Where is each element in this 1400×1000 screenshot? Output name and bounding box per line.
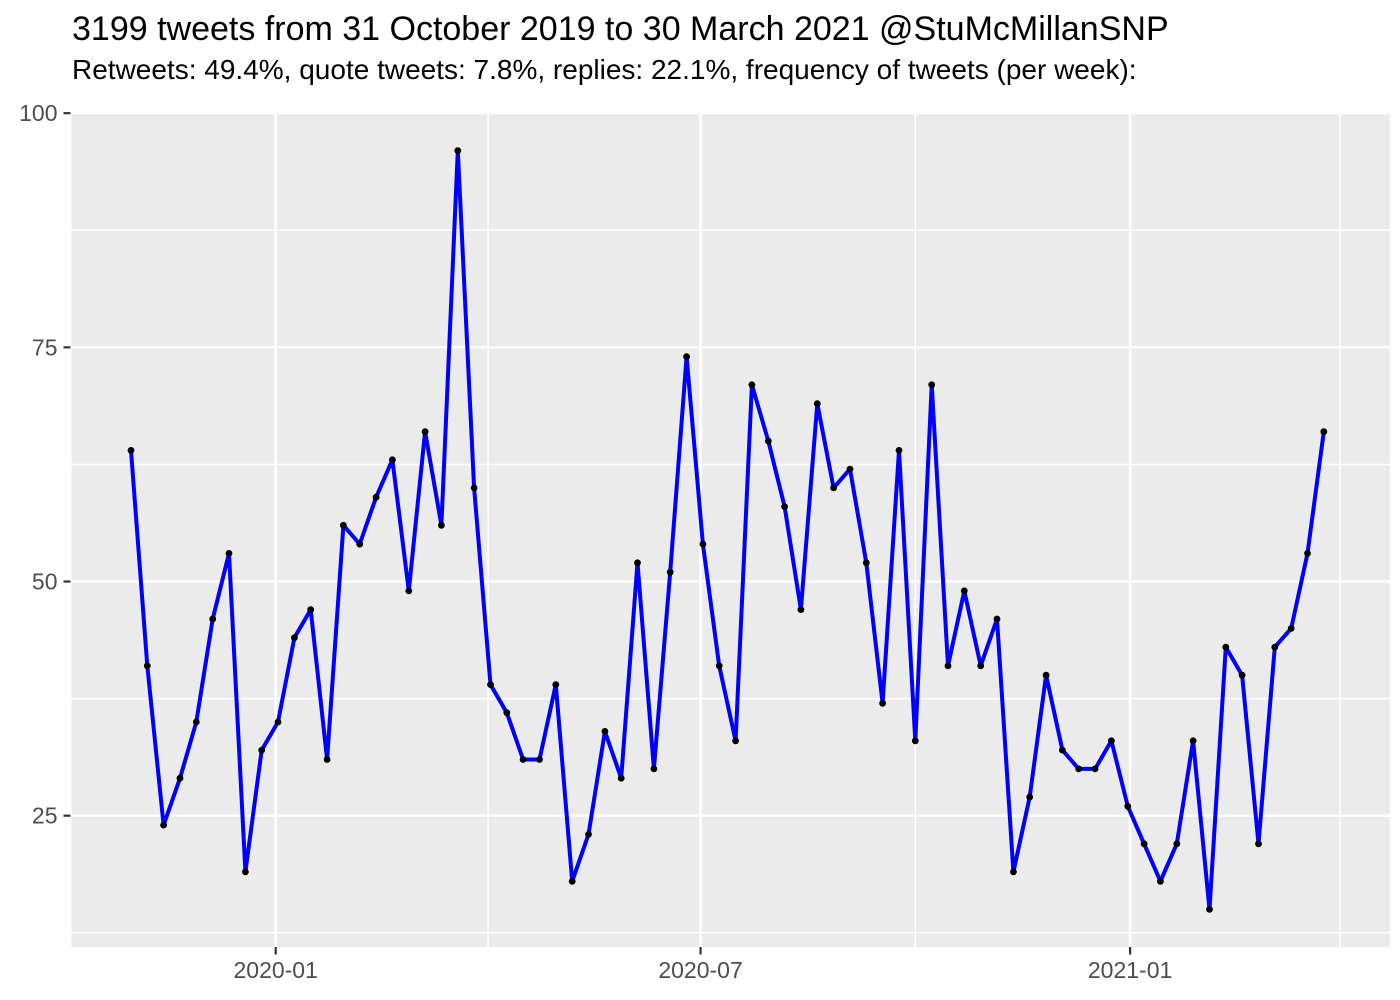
data-point bbox=[585, 831, 592, 838]
data-point bbox=[1108, 737, 1115, 745]
data-point bbox=[291, 634, 298, 642]
data-point bbox=[699, 540, 707, 548]
data-point bbox=[1255, 840, 1262, 848]
data-point bbox=[552, 681, 560, 688]
data-point bbox=[1091, 765, 1099, 773]
data-point bbox=[421, 428, 429, 436]
data-point bbox=[1010, 868, 1017, 876]
data-point bbox=[470, 484, 478, 492]
data-point bbox=[960, 587, 968, 595]
data-point bbox=[634, 559, 641, 567]
data-point bbox=[1320, 428, 1328, 436]
data-point bbox=[242, 868, 249, 876]
data-point bbox=[356, 540, 364, 548]
data-point bbox=[536, 756, 543, 763]
chart-subtitle: Retweets: 49.4%, quote tweets: 7.8%, rep… bbox=[72, 54, 1137, 85]
data-point bbox=[617, 774, 625, 782]
data-point bbox=[143, 662, 151, 670]
data-point bbox=[601, 728, 609, 735]
data-point bbox=[928, 381, 936, 389]
data-point bbox=[1304, 550, 1311, 557]
y-axis-label: 75 bbox=[32, 334, 58, 360]
data-point bbox=[813, 400, 821, 407]
data-point bbox=[307, 606, 315, 613]
data-point bbox=[1140, 840, 1148, 848]
data-point bbox=[911, 737, 919, 745]
y-axis-label: 100 bbox=[19, 100, 57, 126]
data-point bbox=[160, 821, 168, 829]
y-axis-label: 25 bbox=[32, 803, 58, 829]
y-axis-label: 50 bbox=[32, 569, 58, 595]
data-point bbox=[748, 381, 756, 389]
data-point bbox=[372, 493, 380, 501]
data-point bbox=[797, 606, 805, 613]
data-point bbox=[666, 568, 674, 576]
data-point bbox=[1042, 671, 1050, 679]
data-point bbox=[438, 521, 445, 529]
data-point bbox=[519, 756, 527, 763]
data-point bbox=[830, 484, 837, 492]
data-point bbox=[1206, 906, 1213, 913]
data-point bbox=[977, 662, 985, 670]
data-point bbox=[1271, 643, 1279, 651]
data-point bbox=[650, 765, 658, 773]
data-point bbox=[846, 465, 854, 473]
data-point bbox=[1157, 877, 1164, 885]
data-point bbox=[176, 774, 184, 782]
x-axis-label: 2020-01 bbox=[233, 957, 317, 983]
data-point bbox=[1189, 737, 1197, 745]
data-point bbox=[1075, 765, 1083, 773]
data-point bbox=[487, 681, 494, 688]
data-point bbox=[862, 559, 870, 567]
x-axis-label: 2021-01 bbox=[1088, 957, 1172, 983]
data-point bbox=[405, 587, 413, 595]
data-point bbox=[1173, 840, 1181, 848]
x-axis-label: 2020-07 bbox=[658, 957, 742, 983]
data-point bbox=[568, 877, 576, 885]
data-point bbox=[323, 756, 331, 763]
data-point bbox=[192, 718, 200, 726]
data-point bbox=[764, 437, 772, 445]
data-point bbox=[1238, 671, 1246, 679]
data-point bbox=[879, 699, 886, 707]
data-point bbox=[683, 353, 690, 361]
data-point bbox=[715, 662, 723, 670]
chart-title: 3199 tweets from 31 October 2019 to 30 M… bbox=[72, 10, 1169, 48]
data-point bbox=[225, 550, 233, 557]
data-point bbox=[1287, 625, 1295, 632]
data-point bbox=[732, 737, 739, 745]
data-point bbox=[503, 709, 511, 717]
data-point bbox=[1059, 746, 1066, 754]
data-point bbox=[389, 456, 396, 464]
data-point bbox=[1222, 643, 1230, 651]
data-point bbox=[1026, 793, 1034, 801]
data-point bbox=[944, 662, 952, 670]
data-point bbox=[993, 615, 1001, 623]
data-line bbox=[129, 148, 1326, 912]
data-point bbox=[895, 447, 903, 454]
panel-background bbox=[71, 112, 1390, 947]
data-point bbox=[127, 447, 135, 454]
data-point bbox=[781, 503, 788, 510]
data-point bbox=[274, 718, 282, 726]
data-point bbox=[209, 615, 217, 623]
data-point bbox=[1124, 802, 1132, 810]
data-point bbox=[454, 147, 462, 155]
data-point bbox=[258, 746, 266, 754]
data-point bbox=[340, 521, 347, 529]
